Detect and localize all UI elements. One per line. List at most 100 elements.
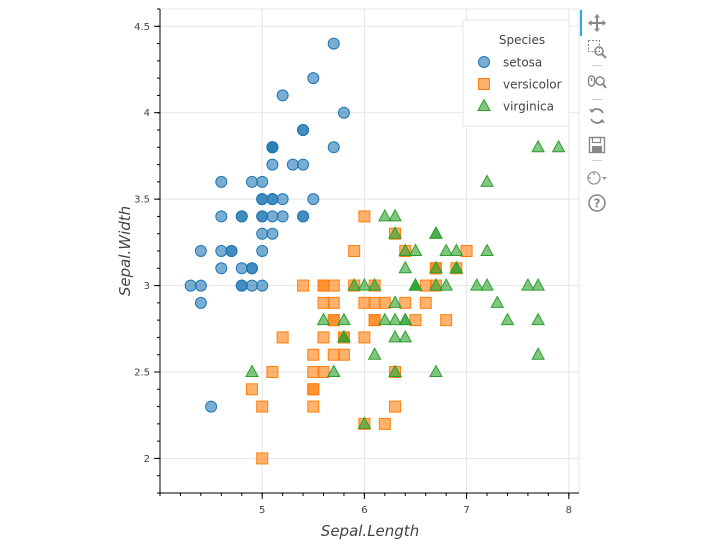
legend-items: setosa versicolor virginica [477,56,562,114]
versicolor-point [460,245,473,257]
setosa-point [215,262,228,275]
virginica-point [408,243,423,256]
virginica-point [326,364,341,377]
setosa-point [245,175,258,188]
save-icon[interactable] [586,134,608,156]
versicolor-point [358,331,371,344]
virginica-point [388,312,402,326]
data-points [184,37,566,465]
help-icon[interactable]: ? [586,192,608,214]
virginica-point [551,139,566,153]
versicolor-point [307,400,320,413]
versicolor-point [440,314,453,327]
virginica-point [377,208,392,222]
y-axis-ticks: 2 2.5 3 3.5 4 4.5 [134,8,160,494]
virginica-point [337,312,351,326]
versicolor-point [327,314,340,327]
virginica-point [449,243,464,256]
virginica-point [408,278,423,291]
virginica-point [531,278,545,291]
toolbar-separator [592,99,602,100]
x-tick-label: 7 [463,505,469,516]
virginica-point [398,329,413,343]
legend-marker-setosa [478,56,490,68]
setosa-point [307,72,320,85]
setosa-point [245,262,258,275]
virginica-point [398,243,413,256]
versicolor-point [317,279,330,292]
legend-marker-virginica [477,98,491,111]
setosa-point [276,89,289,102]
virginica-point [469,278,484,291]
virginica-point [388,295,402,308]
virginica-point [521,278,535,291]
setosa-point [225,245,238,257]
wheel-zoom-icon[interactable] [586,72,608,94]
setosa-point [215,175,228,188]
setosa-point [256,279,269,292]
virginica-point [531,139,545,153]
y-tick-label: 4 [144,108,150,119]
versicolor-point [317,331,330,344]
versicolor-point [327,279,340,292]
setosa-point [194,279,207,292]
versicolor-point [409,314,422,327]
setosa-point [286,158,299,171]
x-tick-label: 8 [566,505,572,516]
setosa-point [256,193,269,206]
series-setosa [184,37,350,413]
virginica-point [531,347,545,360]
setosa-point [266,193,279,206]
y-axis-title: Sepal.Width [116,206,134,296]
setosa-point [184,279,197,292]
setosa-point [205,400,218,413]
reset-icon[interactable] [586,105,608,127]
virginica-point [439,243,453,256]
virginica-point [377,312,392,326]
virginica-point [480,278,494,291]
setosa-point [327,37,340,50]
versicolor-point [348,245,361,257]
versicolor-point [419,296,432,309]
legend-label-setosa: setosa [503,56,542,70]
virginica-point [388,329,402,343]
x-axis-title: Sepal.Length [321,522,419,540]
pan-icon[interactable] [586,12,608,34]
versicolor-point [337,348,350,361]
y-tick-label: 4.5 [134,22,150,33]
legend-label-virginica: virginica [503,100,554,114]
setosa-point [266,227,279,240]
y-tick-label: 3 [144,281,150,292]
setosa-point [276,210,289,223]
setosa-point [194,296,207,309]
versicolor-point [368,296,381,309]
virginica-point [429,364,443,377]
x-axis-ticks: 5 6 7 8 [159,493,572,516]
versicolor-point [317,296,330,309]
versicolor-point [307,348,320,361]
virginica-point [490,295,505,308]
box-zoom-icon[interactable] [586,38,608,60]
hover-icon[interactable] [586,167,608,189]
virginica-point [388,364,402,377]
virginica-point [398,260,413,274]
versicolor-point [276,331,289,344]
setosa-point [235,210,248,223]
versicolor-point [378,296,391,309]
versicolor-point [266,366,279,378]
versicolor-point [327,348,340,361]
virginica-point [500,312,515,326]
setosa-point [327,141,340,154]
versicolor-point [419,279,432,292]
series-virginica [245,139,566,429]
virginica-point [347,278,362,291]
legend-marker-versicolor [478,78,490,90]
setosa-point [215,245,228,257]
setosa-point [337,106,350,119]
virginica-point [357,278,372,291]
virginica-point [367,347,382,360]
setosa-point [307,193,320,206]
setosa-point [194,245,207,257]
versicolor-point [358,296,371,309]
